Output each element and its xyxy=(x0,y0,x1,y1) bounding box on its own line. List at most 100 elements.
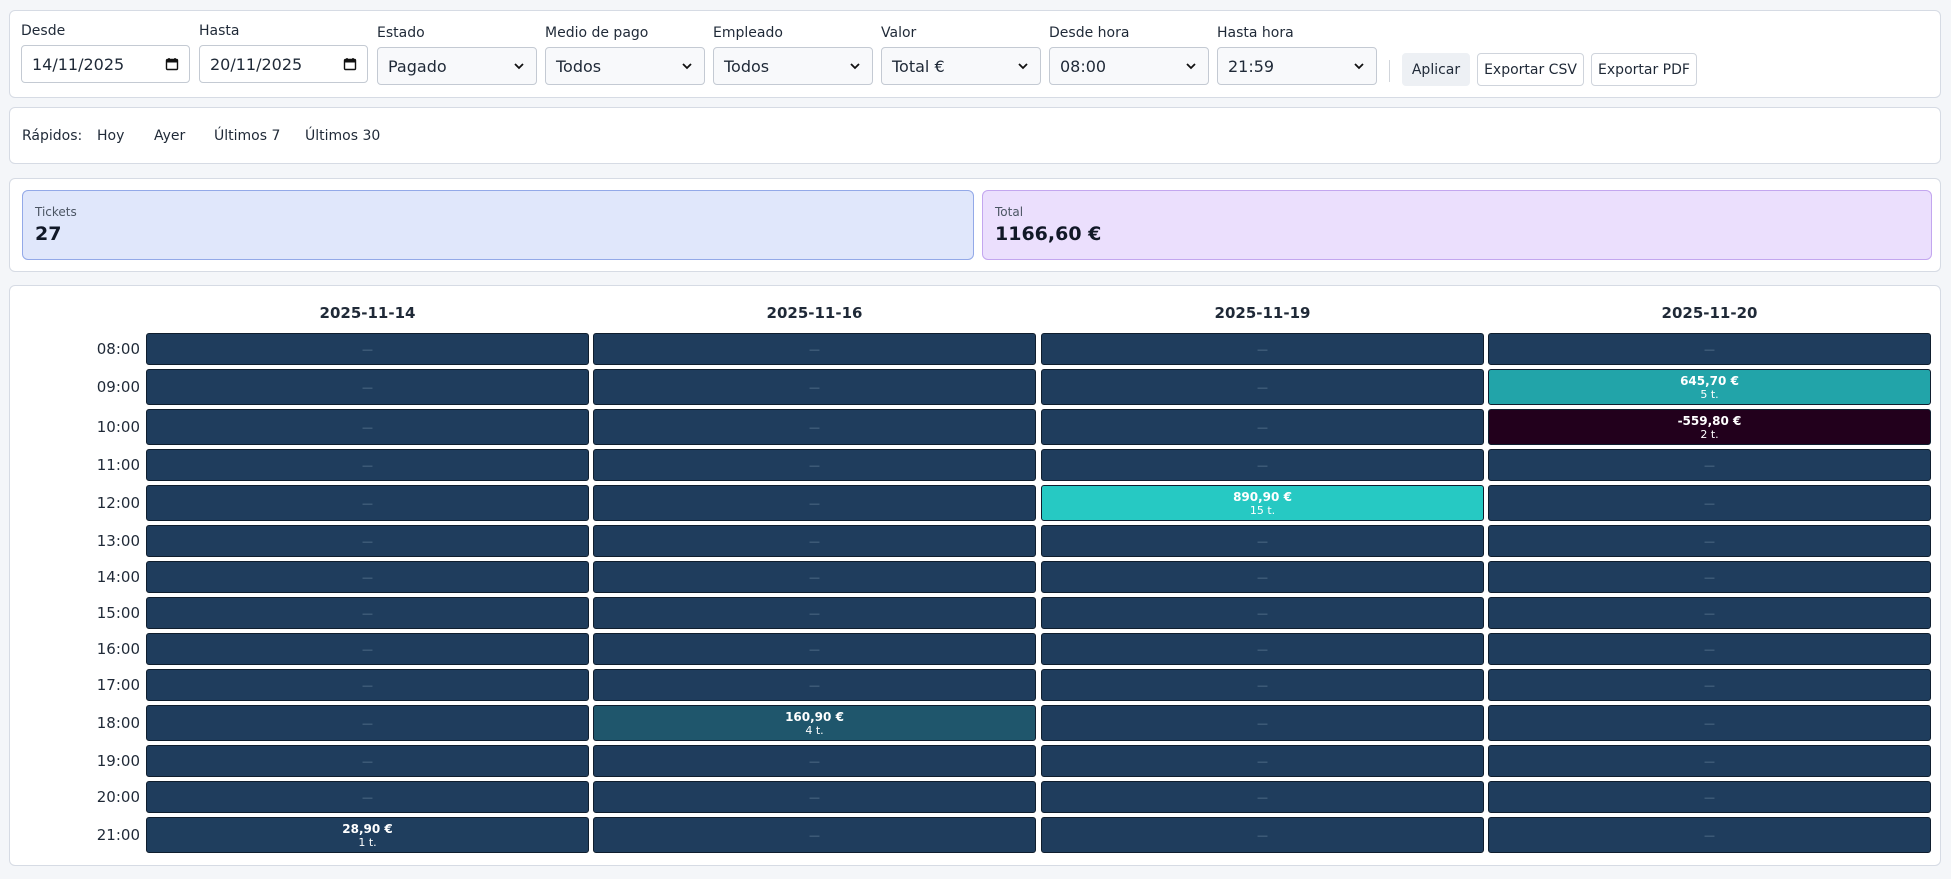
field-value: Todos xyxy=(556,56,602,76)
filter-label: Estado xyxy=(377,25,425,41)
cell-empty: — xyxy=(1257,828,1268,842)
date-input[interactable]: 20/11/2025 xyxy=(199,45,368,83)
quick-option[interactable]: Ayer xyxy=(154,128,186,144)
heatmap-cell: — xyxy=(146,669,589,701)
field-value: 14/11/2025 xyxy=(32,54,125,74)
filter-label: Empleado xyxy=(713,25,783,41)
summary-value: 1166,60 € xyxy=(995,223,1102,245)
cell-tickets: 5 t. xyxy=(1700,387,1719,401)
cell-empty: — xyxy=(362,678,373,692)
cell-empty: — xyxy=(362,342,373,356)
date-input[interactable]: 14/11/2025 xyxy=(21,45,190,83)
action-button[interactable]: Exportar CSV xyxy=(1477,53,1584,86)
heatmap-cell: — xyxy=(593,525,1036,557)
select[interactable]: 08:00 xyxy=(1049,47,1209,85)
filter-label: Hasta hora xyxy=(1217,25,1294,41)
heatmap-cell: — xyxy=(1041,333,1484,365)
heatmap-cell: — xyxy=(1488,449,1931,481)
filter-bar: Desde 14/11/2025 Hasta 20/11/2025 Estado Paga… xyxy=(9,10,1941,98)
field-value: Todos xyxy=(724,56,770,76)
heatmap-row: 15:00 — — — — xyxy=(10,597,1940,629)
row-label: 13:00 xyxy=(96,532,140,550)
chevron-icon xyxy=(682,63,692,70)
heatmap-row: 20:00 — — — — xyxy=(10,781,1940,813)
select[interactable]: Pagado xyxy=(377,47,537,85)
heatmap-row: 16:00 — — — — xyxy=(10,633,1940,665)
cell-empty: — xyxy=(809,496,820,510)
heatmap-cell: — xyxy=(146,333,589,365)
cell-empty: — xyxy=(809,642,820,656)
heatmap-cell: — xyxy=(146,781,589,813)
heatmap-cell: — xyxy=(1488,745,1931,777)
column-header: 2025-11-14 xyxy=(319,304,416,322)
heatmap-cell: — xyxy=(593,409,1036,445)
cell-empty: — xyxy=(362,420,373,434)
filter-label: Valor xyxy=(881,25,917,41)
filter-label: Desde xyxy=(21,23,66,39)
cell-empty: — xyxy=(809,754,820,768)
summary-panel: Tickets 27 Total 1166,60 € xyxy=(9,178,1941,272)
select[interactable]: Total € xyxy=(881,47,1041,85)
heatmap-cell: — xyxy=(1041,633,1484,665)
select[interactable]: Todos xyxy=(545,47,705,85)
action-button[interactable]: Exportar PDF xyxy=(1591,53,1697,86)
heatmap-cell: — xyxy=(146,409,589,445)
heatmap-cell: — xyxy=(593,817,1036,853)
quick-option[interactable]: Últimos 30 xyxy=(305,128,381,144)
heatmap-cell: — xyxy=(1041,597,1484,629)
cell-amount: 890,90 € xyxy=(1233,489,1292,504)
heatmap-cell: 890,90 €15 t. xyxy=(1041,485,1484,521)
row-label: 15:00 xyxy=(96,604,140,622)
chevron-icon xyxy=(1186,63,1196,70)
filter-label: Hasta xyxy=(199,23,240,39)
row-label: 12:00 xyxy=(96,494,140,512)
cell-empty: — xyxy=(809,458,820,472)
heatmap-cell: — xyxy=(1041,705,1484,741)
cell-empty: — xyxy=(1257,606,1268,620)
quick-label: Rápidos: xyxy=(22,128,83,144)
heatmap-row: 21:00 28,90 €1 t. — — — xyxy=(10,817,1940,853)
cell-empty: — xyxy=(1257,642,1268,656)
chevron-icon xyxy=(1018,63,1028,70)
field-value: Total € xyxy=(892,56,945,76)
heatmap-row: 08:00 — — — — xyxy=(10,333,1940,365)
cell-empty: — xyxy=(1704,606,1715,620)
cell-amount: 160,90 € xyxy=(785,709,844,724)
column-header: 2025-11-20 xyxy=(1661,304,1758,322)
cell-empty: — xyxy=(1704,716,1715,730)
cell-empty: — xyxy=(809,534,820,548)
quick-option[interactable]: Últimos 7 xyxy=(214,128,281,144)
heatmap-cell: — xyxy=(1041,409,1484,445)
select[interactable]: Todos xyxy=(713,47,873,85)
field-value: Pagado xyxy=(388,56,447,76)
cell-empty: — xyxy=(362,570,373,584)
heatmap-cell: — xyxy=(593,633,1036,665)
column-header: 2025-11-19 xyxy=(1214,304,1311,322)
row-label: 20:00 xyxy=(96,788,140,806)
cell-empty: — xyxy=(809,342,820,356)
cell-empty: — xyxy=(362,790,373,804)
quick-option[interactable]: Hoy xyxy=(97,128,125,144)
cell-empty: — xyxy=(1704,642,1715,656)
filter-label: Medio de pago xyxy=(545,25,649,41)
action-button[interactable]: Aplicar xyxy=(1402,53,1470,86)
heatmap-cell: — xyxy=(593,333,1036,365)
cell-empty: — xyxy=(1704,534,1715,548)
heatmap-cell: — xyxy=(146,705,589,741)
heatmap-cell: — xyxy=(593,561,1036,593)
summary-card: Tickets 27 xyxy=(22,190,974,260)
cell-empty: — xyxy=(1704,342,1715,356)
heatmap-row: 12:00 — — 890,90 €15 t. — xyxy=(10,485,1940,521)
heatmap-cell: -559,80 €2 t. xyxy=(1488,409,1931,445)
row-label: 19:00 xyxy=(96,752,140,770)
heatmap-row: 18:00 — 160,90 €4 t. — — xyxy=(10,705,1940,741)
cell-empty: — xyxy=(362,716,373,730)
cell-tickets: 2 t. xyxy=(1700,427,1719,441)
summary-value: 27 xyxy=(35,223,62,245)
heatmap-cell: — xyxy=(146,369,589,405)
cell-empty: — xyxy=(1704,828,1715,842)
cell-amount: 28,90 € xyxy=(342,821,393,836)
calendar-icon xyxy=(165,58,179,71)
cell-empty: — xyxy=(809,606,820,620)
select[interactable]: 21:59 xyxy=(1217,47,1377,85)
